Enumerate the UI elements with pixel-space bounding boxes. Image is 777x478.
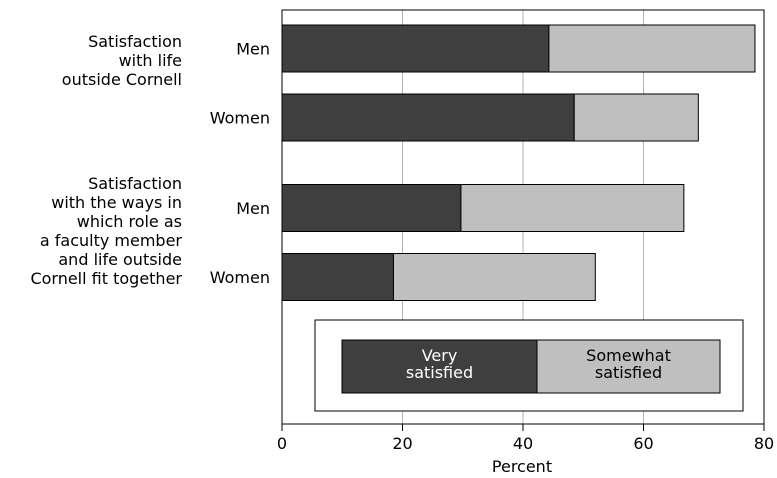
- category-label: Women: [210, 268, 270, 287]
- legend-label: Very satisfied: [406, 346, 473, 382]
- x-axis-label: Percent: [492, 457, 552, 476]
- bars: [281, 24, 756, 301]
- bar-segment-very-satisfied: [281, 184, 462, 232]
- legend-swatch: [536, 339, 721, 394]
- x-tick-label: 0: [277, 434, 287, 453]
- group-labels: Satisfaction with life outside Cornell Sati…: [30, 32, 182, 288]
- bar-segment-very-satisfied: [281, 253, 394, 301]
- legend-swatch: [341, 339, 538, 394]
- bar-segment-somewhat-satisfied: [392, 253, 596, 301]
- x-tick-label: 80: [754, 434, 774, 453]
- group-label: Satisfaction with life outside Cornell: [62, 32, 182, 89]
- x-tick-label: 60: [633, 434, 653, 453]
- category-label: Men: [236, 199, 270, 218]
- group-label: Satisfaction with the ways in which role a…: [30, 174, 182, 288]
- bar-segment-somewhat-satisfied: [548, 24, 756, 73]
- x-tick-label: 40: [513, 434, 533, 453]
- category-label: Women: [210, 109, 270, 128]
- legend: Very satisfied Somewhat satisfied: [314, 319, 744, 412]
- category-labels: Men Women Men Women: [210, 40, 270, 288]
- legend-label: Somewhat satisfied: [586, 346, 671, 382]
- x-tick-label: 20: [392, 434, 412, 453]
- bar-segment-very-satisfied: [281, 93, 575, 142]
- bar-segment-very-satisfied: [281, 24, 550, 73]
- bar-segment-somewhat-satisfied: [573, 93, 699, 142]
- x-axis-ticks: 0 20 40 60 80: [277, 424, 774, 453]
- bar-segment-somewhat-satisfied: [460, 184, 685, 232]
- category-label: Men: [236, 40, 270, 59]
